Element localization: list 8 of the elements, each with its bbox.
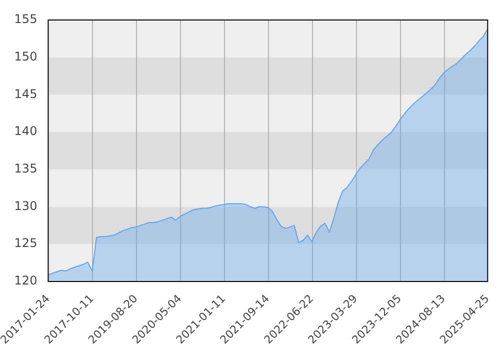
y-tick-label: 120 (14, 274, 38, 288)
y-tick-label: 125 (14, 236, 38, 250)
y-tick-label: 155 (14, 12, 38, 26)
y-tick-label: 145 (14, 86, 38, 101)
y-tick-label: 135 (14, 162, 38, 176)
y-tick-label: 130 (14, 198, 38, 213)
y-tick-label: 140 (14, 124, 38, 138)
y-tick-label: 150 (14, 49, 38, 64)
